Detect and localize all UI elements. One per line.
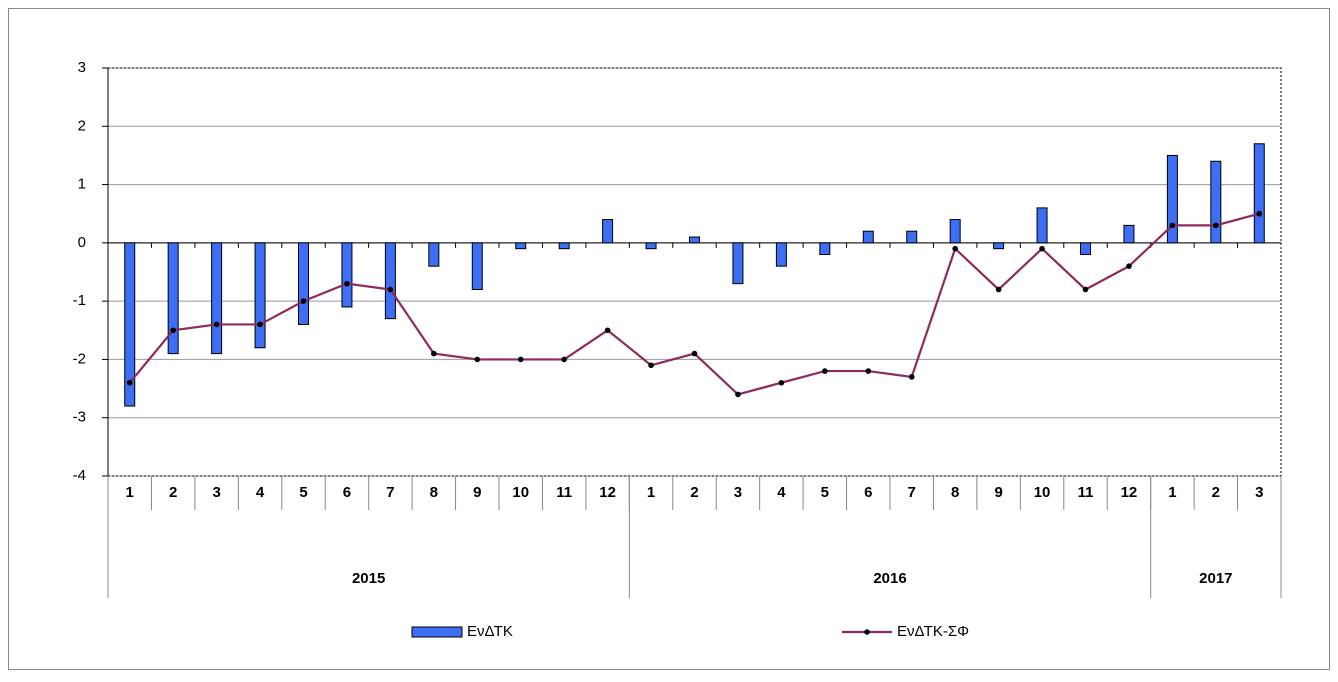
marker — [257, 321, 263, 328]
bar — [1166, 154, 1178, 244]
x-tick-label: 1 — [1168, 484, 1176, 501]
marker — [344, 280, 350, 287]
marker — [213, 321, 220, 328]
y-tick-label: 2 — [78, 117, 86, 134]
bar — [993, 242, 1005, 250]
marker — [126, 379, 133, 386]
marker — [822, 368, 828, 374]
x-tick-label: 8 — [951, 484, 959, 501]
legend-label: ΕνΔΤΚ-ΣΦ — [897, 623, 969, 640]
marker — [604, 327, 611, 334]
legend-label: ΕνΔΤΚ — [467, 623, 513, 640]
group-label: 2015 — [352, 570, 385, 587]
bar — [471, 242, 483, 290]
x-tick-label: 7 — [386, 484, 394, 501]
bar — [428, 242, 440, 267]
x-tick-label: 2 — [690, 484, 698, 501]
marker — [735, 391, 741, 398]
y-tick-label: -1 — [73, 292, 86, 309]
bar — [862, 230, 874, 244]
x-tick-label: 3 — [212, 484, 220, 501]
marker — [300, 298, 307, 304]
marker — [474, 356, 481, 363]
x-tick-label: 11 — [556, 484, 572, 501]
bar — [1210, 160, 1222, 244]
marker — [865, 368, 872, 374]
bar — [341, 242, 353, 308]
marker — [1213, 222, 1219, 229]
x-tick-label: 1 — [647, 484, 655, 501]
x-tick-label: 10 — [1034, 484, 1051, 501]
marker — [1169, 222, 1176, 229]
marker — [431, 350, 437, 357]
bar — [298, 242, 309, 325]
x-tick-label: 10 — [512, 484, 529, 501]
group-label: 2017 — [1199, 570, 1232, 587]
x-tick-label: 5 — [821, 484, 829, 501]
marker — [1082, 286, 1089, 293]
marker — [1256, 210, 1263, 217]
x-tick-label: 3 — [1255, 484, 1263, 501]
y-tick-label: -2 — [73, 350, 86, 367]
x-tick-label: 4 — [256, 484, 265, 501]
x-tick-label: 7 — [908, 484, 916, 501]
marker — [387, 286, 394, 293]
x-tick-label: 12 — [599, 484, 616, 501]
bar — [384, 242, 396, 320]
bar — [558, 242, 570, 250]
marker — [908, 374, 915, 380]
y-tick-label: 1 — [78, 176, 86, 193]
bar — [645, 242, 657, 250]
bar — [732, 242, 744, 285]
chart-border — [8, 8, 1330, 670]
x-tick-label: 8 — [430, 484, 438, 501]
marker — [691, 350, 698, 357]
bar — [1080, 242, 1091, 256]
marker — [1126, 263, 1132, 269]
bar — [1036, 207, 1048, 244]
x-tick-label: 9 — [994, 484, 1002, 501]
bar — [949, 219, 961, 244]
bar — [515, 242, 527, 250]
x-tick-label: 6 — [343, 484, 351, 501]
group-label: 2016 — [873, 570, 906, 587]
bar — [254, 242, 266, 349]
legend-marker — [864, 629, 870, 635]
x-tick-label: 9 — [473, 484, 481, 501]
bar — [775, 242, 787, 267]
legend-swatch — [411, 626, 463, 638]
x-tick-label: 5 — [299, 484, 307, 501]
x-tick-label: 11 — [1078, 484, 1094, 501]
x-tick-label: 4 — [777, 484, 786, 501]
marker — [952, 245, 958, 252]
bar — [602, 219, 614, 244]
marker — [995, 286, 1002, 293]
bar — [1123, 224, 1135, 244]
bar — [167, 242, 179, 355]
y-tick-label: -3 — [73, 409, 86, 426]
x-tick-label: 1 — [126, 484, 134, 501]
bar — [906, 230, 918, 244]
marker — [1039, 245, 1045, 252]
bar — [819, 242, 831, 256]
marker — [561, 356, 567, 363]
bar — [124, 242, 136, 407]
bar — [211, 242, 223, 355]
y-tick-label: 3 — [78, 59, 86, 76]
bar — [689, 236, 700, 244]
marker — [517, 356, 524, 363]
marker — [778, 379, 785, 386]
y-tick-label: 0 — [78, 234, 86, 251]
marker — [170, 327, 176, 334]
x-tick-label: 6 — [864, 484, 872, 501]
x-tick-label: 2 — [1212, 484, 1220, 501]
x-tick-label: 12 — [1121, 484, 1138, 501]
marker — [648, 362, 654, 369]
bar — [1253, 143, 1265, 244]
x-tick-label: 3 — [734, 484, 742, 501]
y-tick-label: -4 — [73, 467, 86, 484]
x-tick-label: 2 — [169, 484, 177, 501]
